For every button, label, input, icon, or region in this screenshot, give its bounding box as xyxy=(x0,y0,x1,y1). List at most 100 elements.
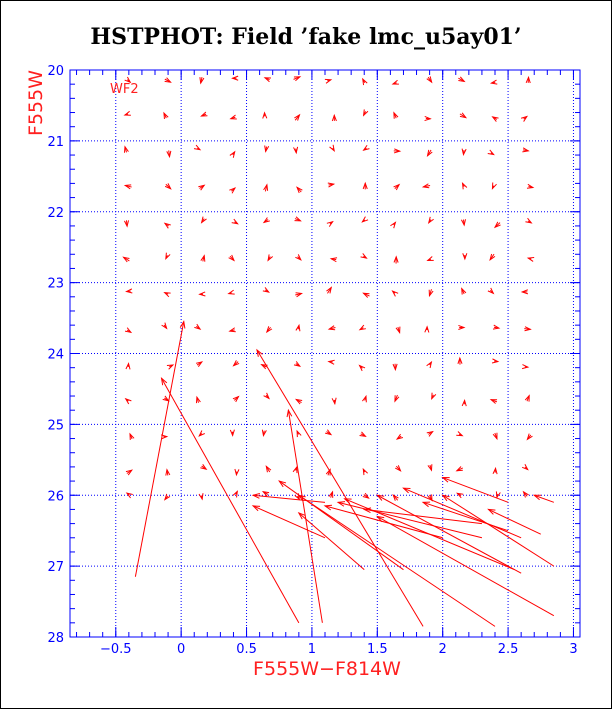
small-vector-head xyxy=(327,182,336,188)
small-vector-head xyxy=(426,149,433,157)
small-vector-head xyxy=(295,323,301,332)
y-tick-label: 27 xyxy=(47,560,64,575)
small-vector-head xyxy=(358,364,366,372)
small-vector-head xyxy=(232,490,238,498)
small-vector-head xyxy=(426,76,433,84)
small-vector-head xyxy=(124,397,132,405)
small-vector-head xyxy=(328,490,334,498)
small-vector-head xyxy=(329,144,335,152)
vector-arrow xyxy=(287,410,323,623)
small-vector-head xyxy=(459,112,468,119)
vector-arrow-head xyxy=(376,494,385,501)
small-vector-head xyxy=(362,109,369,117)
small-vector-head xyxy=(362,144,370,151)
small-vector-head xyxy=(262,111,268,119)
small-vector-head xyxy=(296,186,303,194)
small-vector-head xyxy=(329,257,338,263)
small-vector-head xyxy=(262,217,270,224)
small-vector-head xyxy=(324,78,333,84)
y-tick-label: 22 xyxy=(47,206,64,221)
panel-label: WF2 xyxy=(110,82,139,97)
small-vector-head xyxy=(163,111,169,120)
vectors xyxy=(134,320,555,627)
vector-arrow xyxy=(377,516,555,617)
small-vector-head xyxy=(491,182,497,190)
small-vector-head xyxy=(124,76,132,84)
small-vector-head xyxy=(294,216,302,222)
small-vector-head xyxy=(160,434,169,440)
small-vector-head xyxy=(124,327,133,334)
small-vector-head xyxy=(163,222,171,229)
x-tick-label: 0 xyxy=(177,642,185,657)
small-vector-head xyxy=(261,491,270,497)
vector-arrow xyxy=(298,494,496,627)
small-vector-head xyxy=(521,464,529,471)
small-vector-head xyxy=(362,292,370,298)
small-vector-head xyxy=(458,76,466,83)
small-vector-head xyxy=(393,111,399,119)
x-tick-label: 0.5 xyxy=(236,642,257,657)
vector-arrow-head xyxy=(179,320,186,329)
vector-arrow-head xyxy=(251,505,261,512)
small-vector-head xyxy=(165,468,171,476)
small-vector-head xyxy=(522,147,530,153)
y-tick-label: 24 xyxy=(47,348,64,363)
vector-arrow-head xyxy=(297,512,306,520)
small-vector-head xyxy=(331,113,337,122)
small-vector-head xyxy=(125,362,131,370)
small-vector-head xyxy=(426,256,434,262)
small-vector-head xyxy=(326,286,333,294)
small-vector-head xyxy=(232,395,240,403)
small-vector-head xyxy=(431,392,437,401)
small-vector-head xyxy=(195,361,204,368)
small-vector-head xyxy=(493,221,501,229)
small-vector-head xyxy=(326,220,334,227)
small-vector-head xyxy=(391,79,399,85)
small-vector-head xyxy=(199,77,205,85)
small-vector-head xyxy=(200,254,206,262)
small-vector-head xyxy=(361,216,369,223)
small-vector-head xyxy=(524,394,530,402)
small-vector-head xyxy=(164,183,172,190)
small-vector-head xyxy=(360,253,368,259)
small-vector-head xyxy=(200,464,208,471)
small-vector-head xyxy=(229,150,236,158)
vector-arrow xyxy=(134,321,185,577)
small-vector-head xyxy=(294,113,301,121)
y-tick-label: 21 xyxy=(47,135,64,150)
small-vector-head xyxy=(129,432,135,440)
small-vector-head xyxy=(427,216,434,224)
small-vector-head xyxy=(394,395,400,403)
x-tick-label: 1 xyxy=(308,642,316,657)
small-vector-head xyxy=(458,324,466,330)
vector-arrow xyxy=(442,494,555,567)
x-tick-label: 1.5 xyxy=(367,642,388,657)
small-vector-head xyxy=(267,254,274,262)
small-vector-head xyxy=(492,324,501,330)
x-tick-label: 3 xyxy=(569,642,577,657)
small-vector-head xyxy=(123,220,130,228)
small-vector-head xyxy=(492,466,498,475)
vector-arrow xyxy=(488,508,541,535)
small-vector-head xyxy=(125,288,133,294)
vector-arrow-head xyxy=(323,504,333,511)
small-vector-head xyxy=(520,289,529,295)
small-vector-head xyxy=(421,183,430,189)
small-vector-head xyxy=(292,465,298,474)
small-vector-head xyxy=(228,327,236,333)
small-vector-head xyxy=(123,184,132,190)
small-vector-head xyxy=(198,430,205,437)
small-vector-head xyxy=(229,114,237,120)
vector-arrow-head xyxy=(402,487,411,494)
vector-arrow-head xyxy=(376,515,385,523)
small-vector-head xyxy=(163,291,171,298)
small-vector-head xyxy=(489,399,498,404)
small-vector-head xyxy=(165,252,171,260)
small-vector-head xyxy=(293,146,299,155)
small-vector-head xyxy=(526,433,533,441)
small-vector-head xyxy=(232,360,240,367)
y-tick-label: 20 xyxy=(47,64,64,79)
vector-arrow-head xyxy=(532,494,542,501)
vector-arrow-head xyxy=(441,494,450,502)
small-vector-head xyxy=(520,115,529,122)
